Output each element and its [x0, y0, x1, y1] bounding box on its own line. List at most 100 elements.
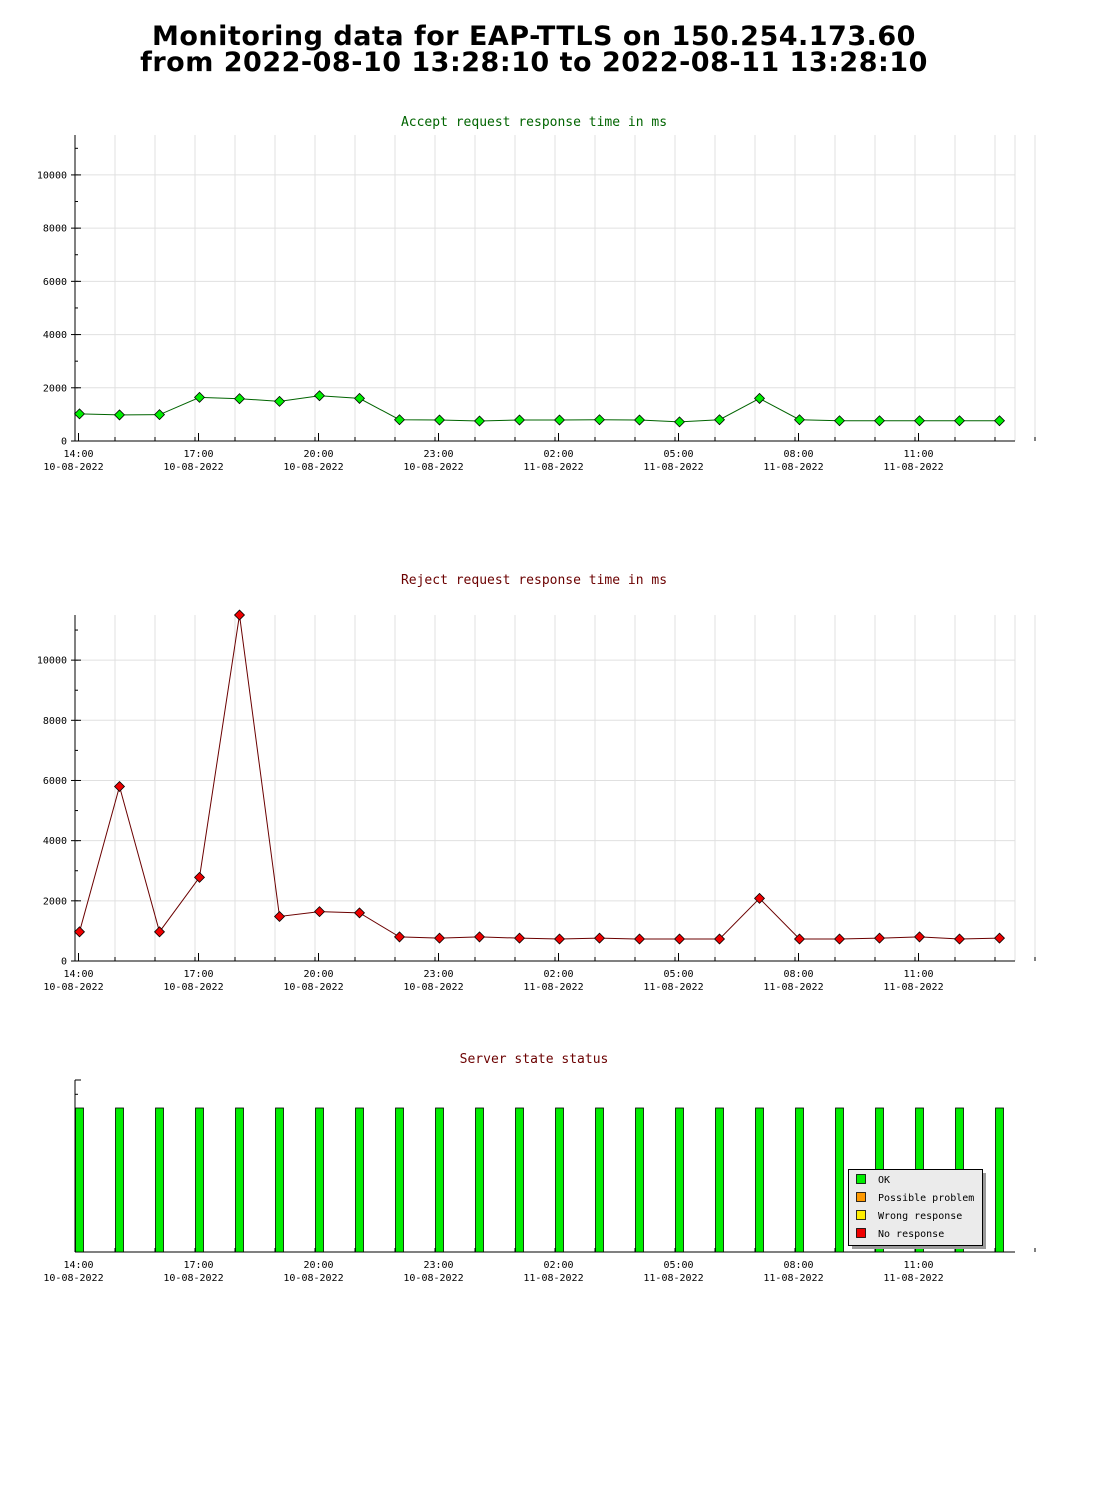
status-bar: [995, 1107, 1004, 1253]
reject-x-tick-date: 10-08-2022: [283, 982, 343, 993]
accept-x-tick-date: 11-08-2022: [643, 462, 703, 473]
status-bar: [315, 1107, 324, 1253]
accept-data-point: [753, 392, 766, 404]
reject-data-point: [753, 892, 766, 904]
accept-data-point: [193, 391, 206, 403]
reject-x-tick-time: 17:00: [183, 969, 213, 980]
reject-y-tick-label: 4000: [43, 836, 67, 847]
reject-y-tick-label: 8000: [43, 716, 67, 727]
accept-data-point: [873, 415, 886, 427]
reject-x-tick-date: 10-08-2022: [43, 982, 103, 993]
reject-y-tick-label: 2000: [43, 896, 67, 907]
status-bar: [395, 1107, 404, 1253]
accept-data-point: [113, 409, 126, 421]
reject-data-point: [233, 609, 246, 621]
reject-x-tick-time: 14:00: [63, 969, 93, 980]
reject-x-tick-time: 02:00: [543, 969, 573, 980]
status-bar: [355, 1107, 364, 1253]
page-title-line-2: from 2022-08-10 13:28:10 to 2022-08-11 1…: [140, 47, 928, 78]
accept-x-tick-date: 10-08-2022: [43, 462, 103, 473]
legend-swatch: [856, 1174, 866, 1184]
reject-data-point: [353, 907, 366, 919]
reject-x-tick-date: 11-08-2022: [883, 982, 943, 993]
accept-data-point: [953, 415, 966, 427]
reject-data-point: [553, 933, 566, 945]
accept-x-tick-date: 11-08-2022: [523, 462, 583, 473]
reject-data-point: [153, 926, 166, 938]
reject-data-point: [433, 932, 446, 944]
accept-data-point: [993, 415, 1006, 427]
reject-data-point: [73, 926, 86, 938]
legend-label: OK: [878, 1175, 890, 1186]
reject-data-point: [833, 933, 846, 945]
status-x-tick-time: 02:00: [543, 1260, 573, 1271]
status-bar: [115, 1107, 124, 1253]
reject-data-point: [593, 932, 606, 944]
reject-x-tick-date: 10-08-2022: [403, 982, 463, 993]
accept-data-point: [553, 414, 566, 426]
reject-chart-title: Reject request response time in ms: [401, 573, 667, 588]
status-x-tick-date: 10-08-2022: [43, 1273, 103, 1284]
legend-label: Possible problem: [878, 1193, 974, 1204]
accept-x-tick-time: 02:00: [543, 449, 573, 460]
accept-y-tick-label: 8000: [43, 224, 67, 235]
accept-data-point: [513, 414, 526, 426]
accept-data-point: [73, 408, 86, 420]
page-title-line-1: Monitoring data for EAP-TTLS on 150.254.…: [152, 21, 916, 52]
status-x-tick-date: 10-08-2022: [403, 1273, 463, 1284]
status-x-tick-date: 10-08-2022: [163, 1273, 223, 1284]
reject-data-point: [393, 931, 406, 943]
status-bar: [595, 1107, 604, 1253]
page-title: Monitoring data for EAP-TTLS on 150.254.…: [0, 21, 1068, 78]
reject-data-point: [113, 780, 126, 793]
accept-data-point: [433, 414, 446, 426]
reject-y-tick-label: 0: [61, 957, 67, 968]
accept-x-tick-time: 08:00: [783, 449, 813, 460]
legend-label: No response: [878, 1229, 944, 1240]
reject-data-point: [633, 933, 646, 945]
reject-data-point: [313, 906, 326, 918]
status-bar: [555, 1107, 564, 1253]
accept-data-point: [153, 409, 166, 421]
legend-swatch: [856, 1210, 866, 1220]
accept-data-point: [713, 414, 726, 426]
status-chart-title: Server state status: [460, 1052, 609, 1067]
status-x-tick-date: 10-08-2022: [283, 1273, 343, 1284]
reject-data-point: [793, 933, 806, 945]
status-bar: [475, 1107, 484, 1253]
accept-x-tick-date: 10-08-2022: [283, 462, 343, 473]
reject-x-tick-date: 11-08-2022: [523, 982, 583, 993]
reject-x-tick-time: 08:00: [783, 969, 813, 980]
accept-data-point: [313, 390, 326, 402]
accept-data-point: [393, 414, 406, 426]
reject-data-point: [193, 871, 206, 883]
accept-x-tick-date: 10-08-2022: [163, 462, 223, 473]
status-bar: [755, 1107, 764, 1253]
accept-x-tick-time: 05:00: [663, 449, 693, 460]
reject-x-tick-time: 20:00: [303, 969, 333, 980]
status-bar: [75, 1107, 84, 1253]
status-bar: [795, 1107, 804, 1253]
status-x-tick-time: 20:00: [303, 1260, 333, 1271]
legend-label: Wrong response: [878, 1211, 962, 1222]
reject-x-tick-time: 11:00: [903, 969, 933, 980]
accept-x-tick-time: 11:00: [903, 449, 933, 460]
reject-data-point: [873, 932, 886, 944]
status-x-tick-date: 11-08-2022: [763, 1273, 823, 1284]
accept-data-point: [353, 392, 366, 404]
accept-data-point: [593, 414, 606, 426]
status-x-tick-time: 11:00: [903, 1260, 933, 1271]
status-bar: [435, 1107, 444, 1253]
status-x-tick-time: 14:00: [63, 1260, 93, 1271]
status-bar: [675, 1107, 684, 1253]
status-bar: [235, 1107, 244, 1253]
accept-data-point: [273, 395, 286, 407]
status-x-tick-date: 11-08-2022: [643, 1273, 703, 1284]
accept-y-tick-label: 2000: [43, 383, 67, 394]
accept-y-tick-label: 6000: [43, 277, 67, 288]
accept-x-tick-date: 11-08-2022: [883, 462, 943, 473]
reject-x-tick-date: 11-08-2022: [763, 982, 823, 993]
accept-y-tick-label: 4000: [43, 330, 67, 341]
status-bar: [275, 1107, 284, 1253]
